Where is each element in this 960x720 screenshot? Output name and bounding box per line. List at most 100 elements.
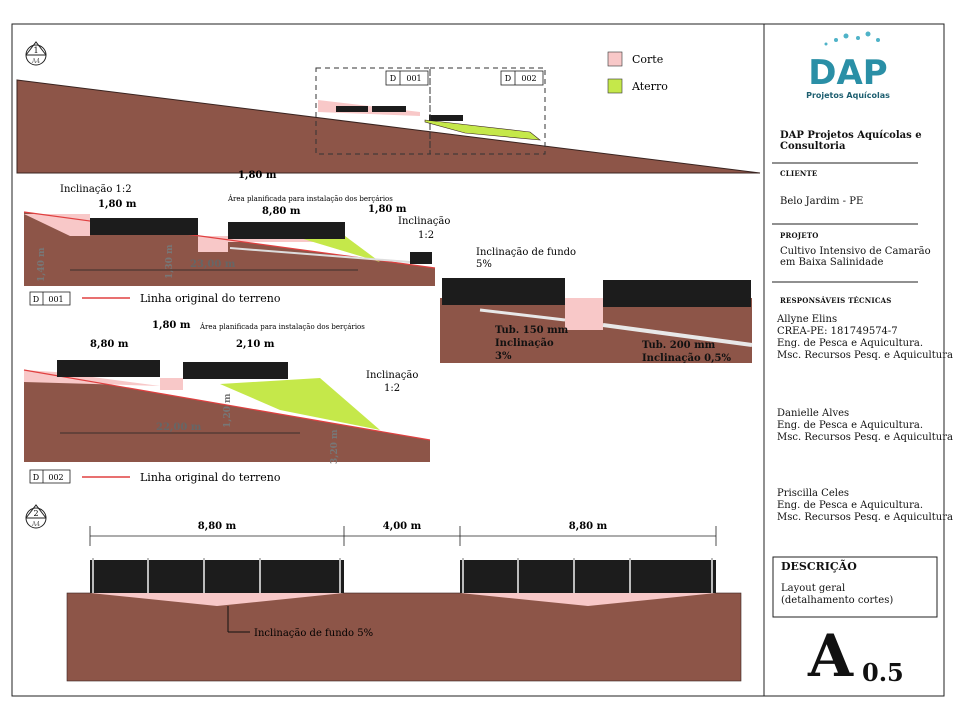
description-line-1: Layout geral	[781, 583, 846, 594]
section-002-fill	[220, 378, 430, 440]
detail-slope-label-2: 5%	[476, 259, 492, 270]
client-heading: CLIENTE	[780, 169, 818, 178]
section-001-cut-center	[198, 236, 228, 252]
section-001-dim-height: 1,40 m	[37, 247, 47, 282]
section-002-dim-right: 2,10 m	[236, 339, 275, 350]
section-001-slope-right-2: 1:2	[418, 230, 434, 241]
sheet-ref: A4	[31, 58, 40, 65]
section-001-cut-left	[24, 214, 90, 236]
overview-terrain	[16, 79, 761, 174]
view-number-marker: 1 A4	[25, 41, 47, 66]
overview-tank	[429, 115, 463, 121]
company-name-2: Consultoria	[780, 141, 846, 152]
view-2-tank-posts	[92, 558, 713, 593]
pipe-detail: Inclinação de fundo 5% Tub. 150 mm Incli…	[440, 247, 753, 364]
section-001-dim-depth: 1,30 m	[165, 244, 175, 279]
section-001-tank-left	[90, 218, 198, 235]
person-1-line4: Msc. Recursos Pesq. e Aquicultura	[777, 350, 953, 361]
detail-tube2-1: Tub. 200 mm	[642, 340, 716, 351]
section-001-tank-edge	[410, 252, 432, 264]
section-001-slope-right-1: Inclinação	[398, 216, 450, 227]
svg-text:A4: A4	[31, 521, 40, 528]
svg-text:001: 001	[406, 74, 421, 83]
person-2-line3: Msc. Recursos Pesq. e Aquicultura	[777, 432, 953, 443]
person-1-name: Allyne Elins	[777, 314, 838, 325]
title-block-frame	[763, 23, 945, 697]
project-line-1: Cultivo Intensivo de Camarão	[780, 246, 931, 257]
svg-text:002: 002	[521, 74, 536, 83]
section-002-tag[interactable]: D 002	[29, 469, 71, 484]
overview-tank	[372, 106, 406, 112]
section-001-tag[interactable]: D 001	[29, 291, 71, 306]
section-002-dim-tank: 8,80 m	[90, 339, 129, 350]
section-002-dim-top: 1,80 m	[152, 320, 191, 331]
legend-cut-swatch	[607, 51, 623, 67]
section-002-tank-left	[57, 360, 160, 377]
svg-text:001: 001	[48, 295, 63, 304]
detail-tag-001[interactable]: D 001	[385, 70, 429, 86]
detail-tube2-2: Inclinação 0,5%	[642, 353, 732, 364]
section-002: 8,80 m 1,80 m Área planificada para inst…	[23, 320, 431, 484]
detail-box-001[interactable]	[315, 67, 431, 155]
detail-tag-002[interactable]: D 002	[500, 70, 544, 86]
detail-slope-label-1: Inclinação de fundo	[476, 247, 576, 258]
tech-heading: RESPONSÁVEIS TÉCNICAS	[780, 296, 892, 305]
view-2-terrain	[66, 592, 742, 682]
overview-fill	[424, 119, 541, 141]
detail-pipe-150	[479, 308, 566, 322]
section-002-dim-height: 3,20 m	[330, 429, 340, 464]
person-3-name: Priscilla Celes	[777, 488, 849, 499]
view-1-overview: 1 A4 D 001 D 002	[16, 41, 761, 174]
description-heading: DESCRIÇÃO	[781, 560, 857, 573]
section-002-original-label: Linha original do terreno	[140, 471, 281, 484]
detail-box-002[interactable]	[429, 67, 546, 155]
legend: Corte Aterro	[607, 51, 668, 94]
view-2-tank-right	[460, 560, 716, 593]
legend-cut-label: Corte	[632, 53, 663, 66]
sheet-size: A	[808, 622, 854, 690]
section-001-dim-tank: 8,80 m	[262, 206, 301, 217]
person-3-line3: Msc. Recursos Pesq. e Aquicultura	[777, 512, 953, 523]
description-line-2: (detalhamento cortes)	[781, 595, 894, 606]
project-heading: PROJETO	[780, 231, 819, 240]
detail-tank-left	[442, 278, 565, 305]
svg-text:D: D	[505, 74, 511, 83]
detail-tube1-3: 3%	[495, 351, 512, 362]
person-2-line2: Eng. de Pesca e Aquicultura.	[777, 420, 924, 431]
view-2-number-marker: 2 A4	[25, 504, 47, 529]
section-002-cut-center	[160, 378, 183, 390]
section-002-dim-depth: 1,20 m	[223, 393, 233, 428]
section-002-slope-right-1: Inclinação	[366, 370, 418, 381]
logo-subtitle: Projetos Aquícolas	[806, 91, 890, 100]
svg-text:D: D	[390, 74, 396, 83]
logo: DAP Projetos Aquícolas	[806, 31, 890, 100]
legend-fill-swatch	[607, 78, 623, 94]
person-1-line2: CREA-PE: 181749574-7	[777, 326, 898, 337]
section-002-dim-length: 22,00 m	[156, 422, 202, 433]
svg-text:D: D	[33, 295, 39, 304]
svg-text:002: 002	[48, 473, 63, 482]
section-001-nursery-area: Área planificada para instalação dos ber…	[227, 194, 393, 203]
svg-text:2: 2	[33, 509, 38, 518]
overview-tank	[336, 106, 368, 112]
section-001-dim-left: 1,80 m	[98, 199, 137, 210]
view-2-cut-right	[460, 593, 716, 606]
project-line-2: em Baixa Salinidade	[780, 257, 884, 268]
person-2-name: Danielle Alves	[777, 408, 850, 419]
section-001-slope-left: Inclinação 1:2	[60, 184, 132, 195]
section-001-tank-right	[228, 222, 345, 239]
view-2-dim-3: 8,80 m	[569, 521, 608, 532]
legend-fill-label: Aterro	[631, 80, 668, 93]
detail-tube1-2: Inclinação	[495, 338, 554, 349]
person-3-line2: Eng. de Pesca e Aquicultura.	[777, 500, 924, 511]
section-002-original-line	[23, 369, 431, 441]
section-001-original-label: Linha original do terreno	[140, 292, 281, 305]
detail-tank-right	[603, 280, 751, 307]
title-block-rules	[772, 162, 918, 283]
section-001-dim-top: 1,80 m	[238, 170, 277, 181]
logo-text: DAP	[808, 53, 887, 93]
view-number: 1	[33, 46, 38, 55]
detail-tube1-1: Tub. 150 mm	[495, 325, 569, 336]
section-001-pipe	[229, 247, 411, 263]
